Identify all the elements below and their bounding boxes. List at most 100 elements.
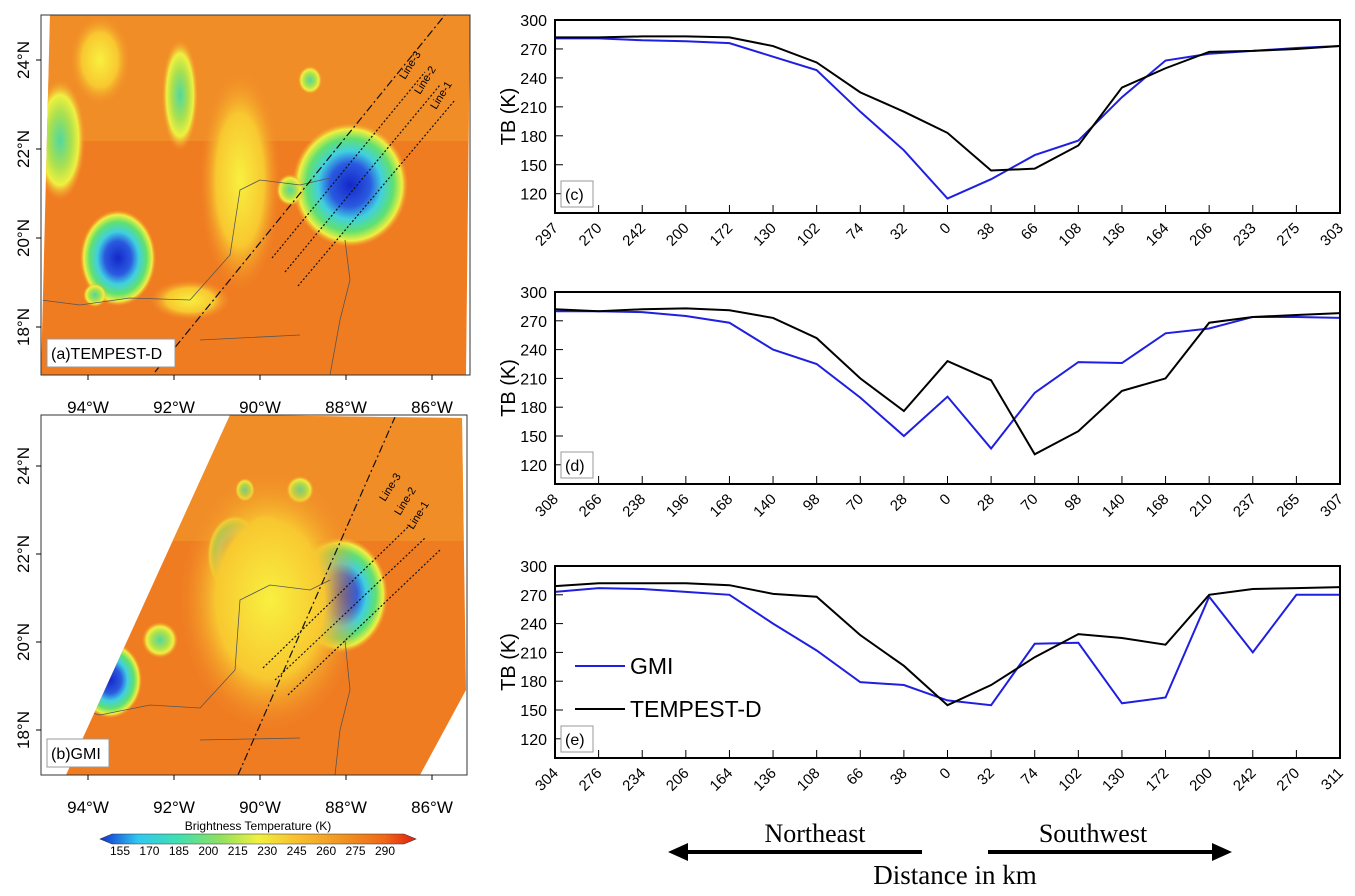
lon-label: 90°W bbox=[239, 398, 281, 417]
plot-frame bbox=[554, 565, 1341, 759]
x-tick-label: 164 bbox=[707, 765, 737, 795]
bottom-annotation: Northeast Southwest Distance in km bbox=[668, 819, 1232, 890]
y-tick-label: 150 bbox=[520, 158, 547, 175]
colorbar-bar bbox=[99, 833, 417, 845]
panel-label: (d) bbox=[565, 458, 585, 475]
legend-label: TEMPEST-D bbox=[630, 696, 762, 722]
cloud-feature bbox=[276, 174, 304, 206]
x-tick-label: 270 bbox=[1273, 765, 1303, 795]
colorbar-tick-label: 275 bbox=[346, 844, 366, 858]
x-tick-label: 38 bbox=[974, 220, 998, 244]
series-line bbox=[555, 37, 1341, 200]
x-axis-title: Distance in km bbox=[873, 860, 1036, 890]
arrow-right-head bbox=[1212, 843, 1232, 861]
x-tick-label: 28 bbox=[974, 491, 998, 515]
lon-label: 86°W bbox=[411, 798, 453, 817]
x-tick-label: 265 bbox=[1273, 491, 1303, 521]
line-chart: TB (K) 120 150 180 210 240 270 300 297 270 242 200 1… bbox=[498, 13, 1347, 250]
x-tick-label: 303 bbox=[1317, 220, 1347, 250]
lon-label: 90°W bbox=[239, 798, 281, 817]
x-tick-label: 270 bbox=[576, 220, 606, 250]
series-line bbox=[554, 307, 1341, 456]
x-tick-label: 66 bbox=[843, 765, 867, 789]
plot-frame bbox=[554, 19, 1341, 214]
x-tick-label: 38 bbox=[887, 765, 911, 789]
direction-left-label: Northeast bbox=[764, 819, 866, 848]
panel-label-box bbox=[560, 180, 594, 208]
transect-line bbox=[271, 71, 426, 259]
coastline bbox=[66, 579, 351, 775]
panel-label-box bbox=[46, 738, 110, 768]
colorbar: Brightness Temperature (K) 155 170 185 200 21… bbox=[99, 819, 417, 858]
y-tick-label: 120 bbox=[520, 458, 547, 475]
x-tick-label: 234 bbox=[619, 765, 649, 795]
x-tick-label: 172 bbox=[707, 220, 737, 250]
x-tick-label: 108 bbox=[794, 765, 824, 795]
x-tick-label: 136 bbox=[750, 765, 780, 795]
x-tick-label: 32 bbox=[887, 220, 911, 244]
series-line bbox=[555, 310, 1341, 451]
x-tick-label: 28 bbox=[887, 491, 911, 515]
lon-label: 94°W bbox=[67, 398, 109, 417]
panel-label: (e) bbox=[565, 732, 585, 749]
x-tick-label: 206 bbox=[663, 765, 693, 795]
colorbar-tick-label: 170 bbox=[139, 844, 159, 858]
x-tick-label: 108 bbox=[1055, 220, 1085, 250]
y-axis-title: TB (K) bbox=[498, 88, 520, 146]
lat-label: 20°N bbox=[14, 623, 33, 661]
x-tick-label: 196 bbox=[663, 491, 693, 521]
cloud-feature bbox=[142, 622, 178, 658]
x-tick-label: 308 bbox=[532, 491, 562, 521]
lat-label: 22°N bbox=[14, 130, 33, 168]
y-tick-label: 210 bbox=[520, 645, 547, 662]
x-tick-label: 0 bbox=[936, 765, 954, 783]
maps: Line-3Line-2Line-1(a)TEMPEST-D24°N22°N20… bbox=[14, 14, 471, 858]
panel-label-box bbox=[560, 725, 594, 753]
cloud-feature bbox=[83, 283, 107, 307]
map-frame bbox=[40, 414, 468, 776]
x-tick-label: 266 bbox=[576, 491, 606, 521]
x-tick-label: 200 bbox=[663, 220, 693, 250]
x-tick-label: 307 bbox=[1317, 491, 1347, 521]
y-tick-label: 180 bbox=[520, 400, 547, 417]
colorbar-tick-label: 155 bbox=[110, 844, 130, 858]
plot-frame bbox=[554, 291, 1341, 485]
lon-label: 92°W bbox=[153, 398, 195, 417]
colorbar-tick-label: 260 bbox=[316, 844, 336, 858]
series-line bbox=[554, 587, 1340, 707]
x-tick-label: 238 bbox=[619, 491, 649, 521]
y-tick-label: 300 bbox=[520, 285, 547, 302]
x-tick-label: 304 bbox=[532, 765, 562, 795]
y-axis-title: TB (K) bbox=[498, 359, 520, 417]
x-tick-label: 102 bbox=[1055, 765, 1085, 795]
x-tick-label: 74 bbox=[843, 220, 867, 244]
cloud-feature bbox=[200, 70, 280, 290]
x-tick-label: 74 bbox=[1018, 765, 1042, 789]
x-tick-label: 136 bbox=[1099, 220, 1129, 250]
x-tick-label: 32 bbox=[974, 765, 998, 789]
x-tick-label: 168 bbox=[1143, 491, 1173, 521]
y-tick-label: 300 bbox=[520, 13, 547, 30]
y-tick-label: 270 bbox=[520, 42, 547, 59]
lat-label: 24°N bbox=[14, 41, 33, 79]
y-tick-label: 300 bbox=[520, 559, 547, 576]
lon-label: 88°W bbox=[325, 798, 367, 817]
lon-label: 92°W bbox=[153, 798, 195, 817]
lat-label: 24°N bbox=[14, 447, 33, 485]
transect-line bbox=[287, 549, 441, 696]
colorbar-title: Brightness Temperature (K) bbox=[185, 819, 332, 833]
x-tick-label: 275 bbox=[1273, 220, 1303, 250]
colorbar-tick-label: 215 bbox=[228, 844, 248, 858]
colorbar-tick-label: 290 bbox=[375, 844, 395, 858]
cloud-feature bbox=[78, 642, 142, 718]
cloud-feature bbox=[41, 80, 85, 200]
x-tick-label: 311 bbox=[1318, 765, 1347, 794]
x-tick-label: 66 bbox=[1018, 220, 1042, 244]
map-field bbox=[41, 15, 470, 375]
cloud-feature bbox=[162, 40, 198, 150]
lat-label: 22°N bbox=[14, 535, 33, 573]
x-tick-label: 297 bbox=[532, 220, 562, 250]
series-line bbox=[554, 582, 1341, 707]
transect-line bbox=[274, 537, 426, 681]
